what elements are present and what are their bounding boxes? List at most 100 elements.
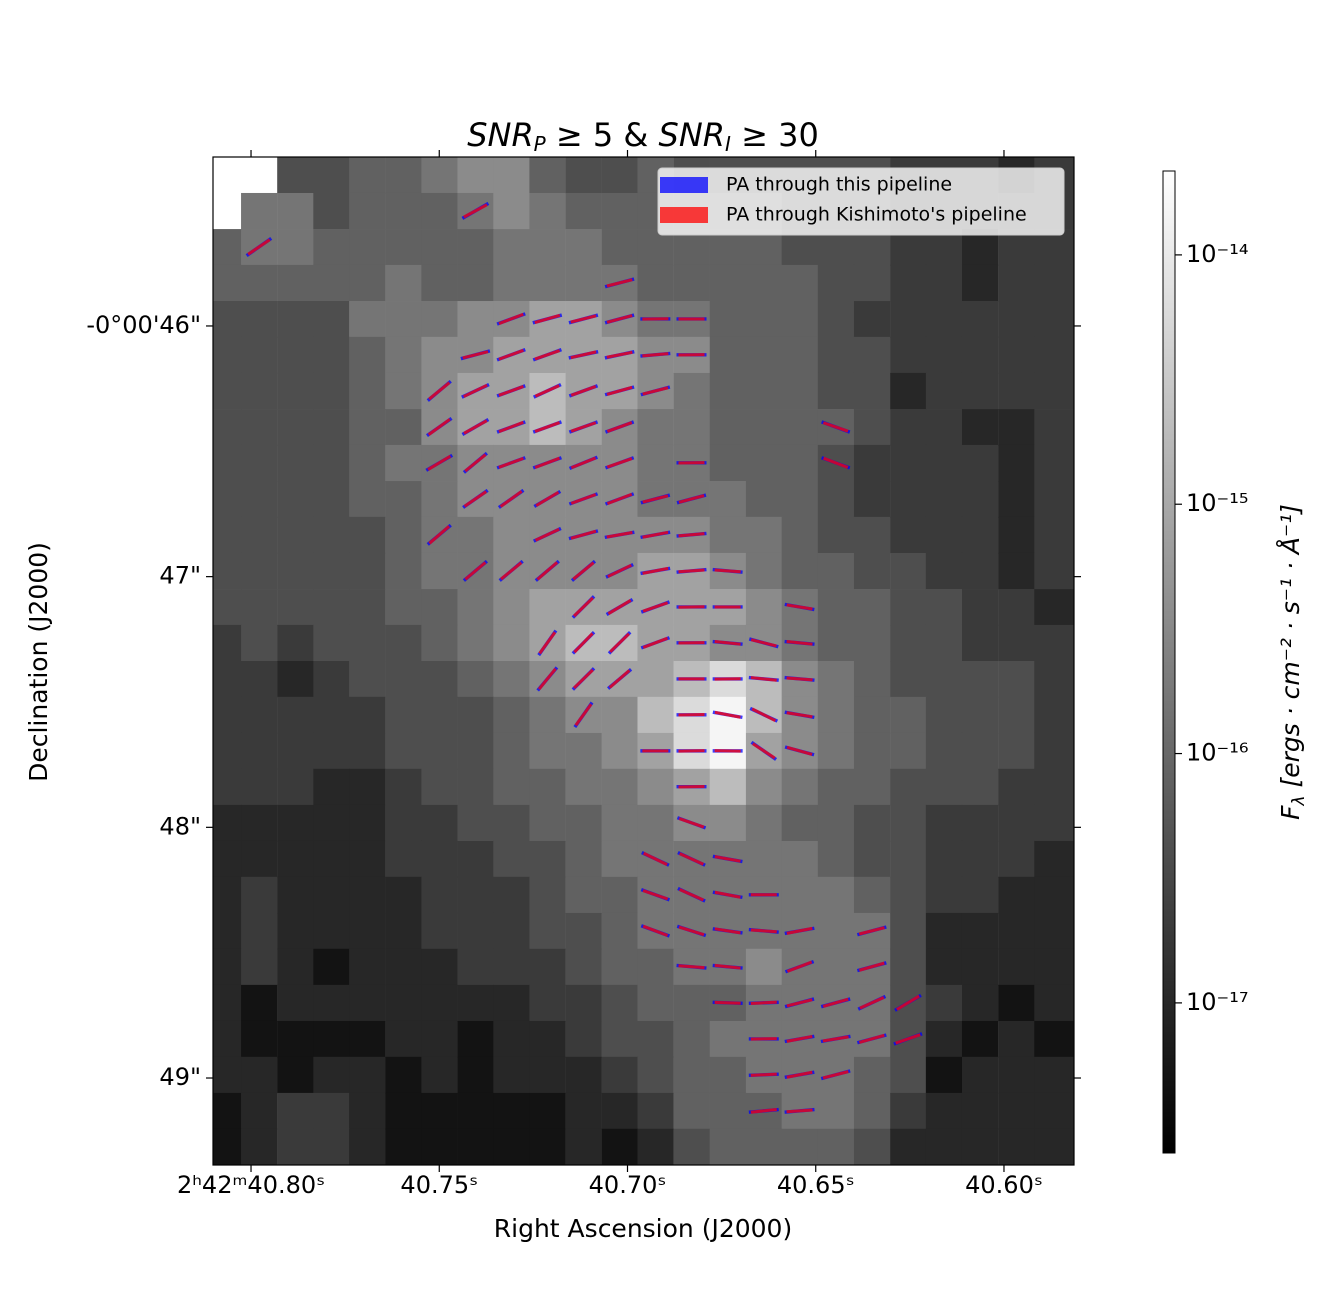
heatmap-cell <box>674 1093 710 1129</box>
heatmap-cell <box>818 841 854 877</box>
x-tick-label: 40.75ˢ <box>400 1171 478 1199</box>
heatmap-cell <box>458 1057 494 1093</box>
heatmap-cell <box>710 1057 746 1093</box>
heatmap-cell <box>854 733 890 769</box>
heatmap-cell <box>746 841 782 877</box>
heatmap-cell <box>313 805 349 841</box>
heatmap-cell <box>854 769 890 805</box>
heatmap-cell <box>998 589 1034 625</box>
heatmap-cell <box>241 1057 277 1093</box>
polarization-vector <box>751 930 777 932</box>
y-axis-label: Declination (J2000) <box>24 542 53 782</box>
heatmap-cell <box>710 445 746 481</box>
heatmap-cell <box>313 697 349 733</box>
heatmap-cell <box>421 337 457 373</box>
title-part: ≥ 5 & <box>546 116 659 154</box>
heatmap-cell <box>746 805 782 841</box>
heatmap-cell <box>854 589 890 625</box>
heatmap-cell <box>890 1129 926 1165</box>
heatmap-cell <box>998 841 1034 877</box>
heatmap-cell <box>1034 913 1070 949</box>
heatmap-cell <box>1034 949 1070 985</box>
heatmap <box>205 157 1106 1165</box>
heatmap-cell <box>421 733 457 769</box>
heatmap-cell <box>818 949 854 985</box>
heatmap-cell <box>782 373 818 409</box>
heatmap-cell <box>458 913 494 949</box>
heatmap-cell <box>313 877 349 913</box>
heatmap-cell <box>1034 841 1070 877</box>
heatmap-cell <box>926 985 962 1021</box>
polarization-vector <box>787 1110 813 1112</box>
heatmap-cell <box>962 769 998 805</box>
heatmap-cell <box>998 625 1034 661</box>
heatmap-cell <box>746 373 782 409</box>
heatmap-cell <box>674 1129 710 1165</box>
heatmap-cell <box>602 697 638 733</box>
heatmap-cell <box>926 1129 962 1165</box>
heatmap-cell <box>962 1021 998 1057</box>
heatmap-cell <box>493 1129 529 1165</box>
heatmap-cell <box>349 229 385 265</box>
heatmap-cell <box>385 337 421 373</box>
heatmap-cell <box>277 589 313 625</box>
heatmap-cell <box>421 805 457 841</box>
heatmap-cell <box>890 805 926 841</box>
heatmap-cell <box>241 1021 277 1057</box>
polarization-vector <box>751 1074 777 1075</box>
polarization-vector <box>787 678 813 680</box>
y-tick-label: 48" <box>159 812 201 840</box>
heatmap-cell <box>962 841 998 877</box>
heatmap-cell <box>313 337 349 373</box>
heatmap-cell <box>602 1057 638 1093</box>
heatmap-cell <box>926 949 962 985</box>
heatmap-cell <box>277 157 313 193</box>
heatmap-cell <box>529 265 565 301</box>
heatmap-cell <box>349 877 385 913</box>
heatmap-cell <box>566 229 602 265</box>
heatmap-cell <box>890 913 926 949</box>
heatmap-cell <box>926 1057 962 1093</box>
heatmap-cell <box>241 373 277 409</box>
heatmap-cell <box>818 625 854 661</box>
heatmap-cell <box>890 517 926 553</box>
heatmap-cell <box>782 841 818 877</box>
heatmap-cell <box>313 1093 349 1129</box>
heatmap-cell <box>818 553 854 589</box>
heatmap-cell <box>637 445 673 481</box>
heatmap-cell <box>1034 409 1070 445</box>
x-tick-label: 40.65ˢ <box>777 1171 855 1199</box>
heatmap-cell <box>385 301 421 337</box>
heatmap-cell <box>746 769 782 805</box>
heatmap-cell <box>349 445 385 481</box>
heatmap-cell <box>385 589 421 625</box>
heatmap-cell <box>313 445 349 481</box>
heatmap-cell <box>1034 1057 1070 1093</box>
title-part: SNR <box>467 116 533 154</box>
heatmap-cell <box>277 1129 313 1165</box>
heatmap-cell <box>926 625 962 661</box>
heatmap-cell <box>998 985 1034 1021</box>
heatmap-cell <box>962 265 998 301</box>
heatmap-cell <box>493 769 529 805</box>
heatmap-cell <box>313 553 349 589</box>
heatmap-cell <box>998 445 1034 481</box>
heatmap-cell <box>710 1129 746 1165</box>
heatmap-cell <box>926 1093 962 1129</box>
heatmap-cell <box>746 409 782 445</box>
heatmap-cell <box>602 733 638 769</box>
heatmap-cell <box>926 481 962 517</box>
heatmap-cell <box>818 517 854 553</box>
y-tick-label: 47" <box>159 562 201 590</box>
heatmap-cell <box>277 1057 313 1093</box>
heatmap-cell <box>458 985 494 1021</box>
heatmap-cell <box>1034 301 1070 337</box>
heatmap-cell <box>241 1129 277 1165</box>
heatmap-cell <box>313 373 349 409</box>
heatmap-cell <box>349 625 385 661</box>
heatmap-cell <box>349 481 385 517</box>
heatmap-cell <box>818 733 854 769</box>
heatmap-cell <box>602 949 638 985</box>
heatmap-cell <box>349 1093 385 1129</box>
heatmap-cell <box>421 553 457 589</box>
